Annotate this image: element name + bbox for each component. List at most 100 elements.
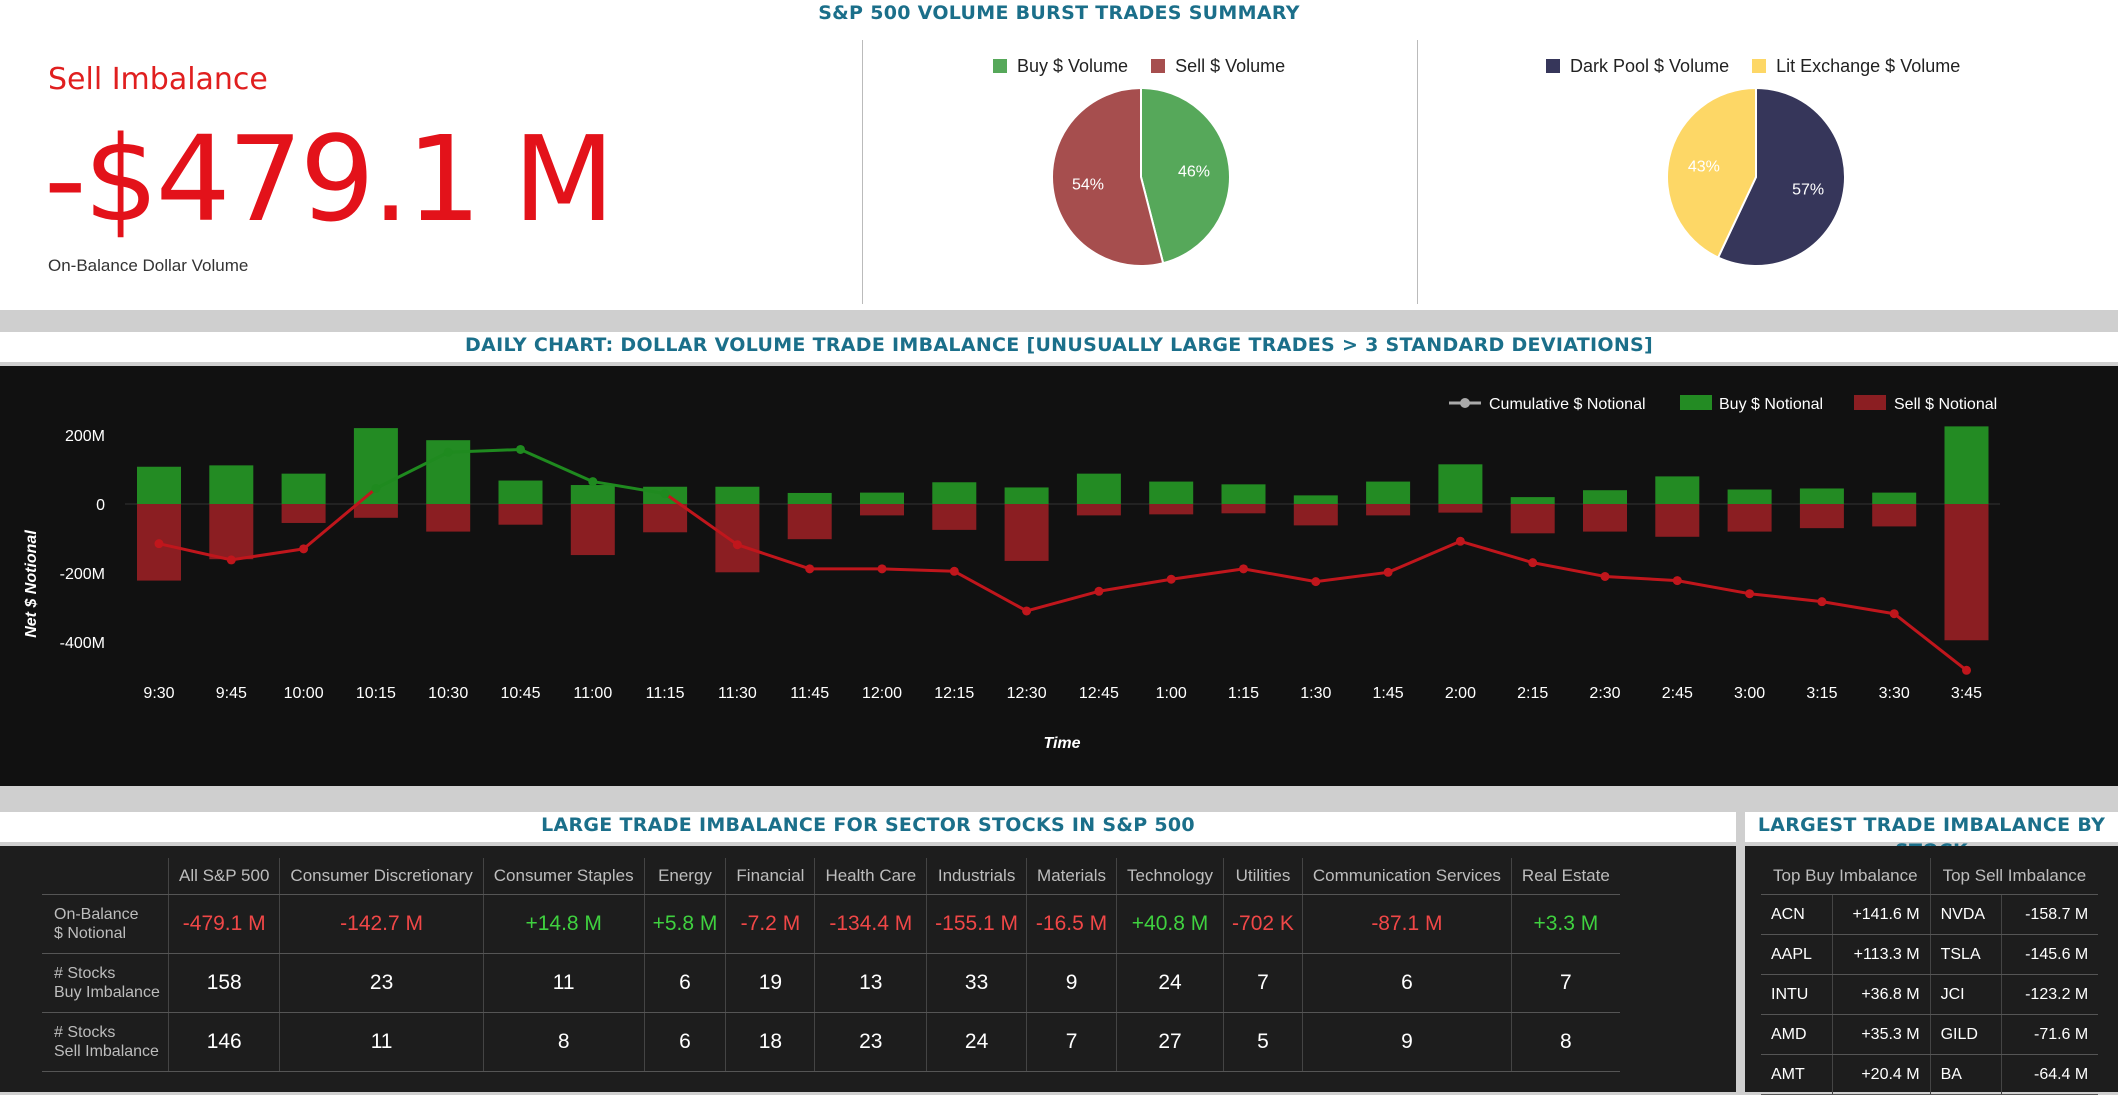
sell-bar[interactable] [715,504,760,573]
buy-bar[interactable] [1221,484,1266,504]
sell-bar[interactable] [932,504,977,530]
buy-bar[interactable] [1510,497,1555,504]
svg-text:Cumulative $ Notional: Cumulative $ Notional [1489,396,1646,413]
buy-bar[interactable] [498,480,543,504]
sell-bar[interactable] [1510,504,1555,534]
cumulative-point[interactable] [1817,597,1827,607]
buy-bar[interactable] [1004,487,1049,504]
sell-bar[interactable] [209,504,254,560]
cumulative-line-segment [1749,592,1823,604]
legend-item-dark-pool[interactable]: Dark Pool $ Volume [1546,56,1729,76]
cumulative-point[interactable] [1600,571,1610,581]
cumulative-point[interactable] [1383,567,1393,577]
sell-bar[interactable] [1293,504,1338,526]
legend-item-lit-exchange[interactable]: Lit Exchange $ Volume [1752,56,1960,76]
sell-bar[interactable] [426,504,471,532]
sell-bar[interactable] [1727,504,1772,532]
cumulative-point[interactable] [299,544,309,554]
y-tick-label: 200M [65,428,105,445]
buy-bar[interactable] [1655,476,1700,504]
table-row: # Stocks Sell Imbalance 146 11 8 6 18 23 24 7 27 5 9… [42,1012,1620,1072]
cumulative-point[interactable] [154,539,164,549]
cumulative-point[interactable] [371,483,381,493]
sell-bar[interactable] [1655,504,1700,537]
buy-bar[interactable] [137,466,181,504]
pie-slice[interactable] [1051,86,1165,267]
cumulative-point[interactable] [949,566,959,576]
legend-item-buy-notional[interactable]: Buy $ Notional [1680,395,1823,413]
sell-bar[interactable] [1149,504,1194,515]
legend-item-buy-volume[interactable]: Buy $ Volume [993,56,1128,76]
buy-bar[interactable] [1727,489,1772,504]
sell-bar[interactable] [570,504,615,556]
cumulative-point[interactable] [588,477,598,487]
sell-bar[interactable] [498,504,543,525]
sell-bar[interactable] [1799,504,1844,529]
stock-panel: Top Buy Imbalance Top Sell Imbalance ACN… [1745,846,2118,1095]
buy-bar[interactable] [1799,488,1844,504]
sell-bar[interactable] [1366,504,1411,516]
buy-bar[interactable] [860,492,904,504]
cumulative-line-segment [302,487,377,551]
cumulative-line-segment [1098,577,1172,593]
cumulative-point[interactable] [1239,564,1248,574]
buy-bar[interactable] [1366,481,1411,504]
buy-bar[interactable] [932,482,977,504]
table-cell: -87.1 M [1301,894,1512,954]
stock-table: Top Buy Imbalance Top Sell Imbalance ACN… [1761,858,2099,1095]
cumulative-point[interactable] [1166,574,1176,584]
buy-bar[interactable] [1583,490,1627,504]
sell-bar[interactable] [787,504,832,540]
cumulative-point[interactable] [1962,665,1971,675]
cumulative-point[interactable] [1022,606,1032,616]
buy-bar[interactable] [1944,426,1989,504]
sell-bar[interactable] [643,504,688,533]
cumulative-point[interactable] [1455,536,1465,546]
table-cell: 13 [814,953,927,1013]
buy-bar[interactable] [570,485,615,504]
cumulative-point[interactable] [660,489,670,499]
sell-bar[interactable] [1583,504,1627,532]
sell-bar[interactable] [1221,504,1266,514]
sell-bar[interactable] [1872,504,1917,527]
buy-bar[interactable] [1872,492,1917,504]
cumulative-point[interactable] [1094,586,1104,596]
cumulative-point[interactable] [805,564,815,574]
sell-bar[interactable] [353,504,398,518]
sell-bar[interactable] [860,504,904,516]
pie-slice[interactable] [1716,86,1846,267]
cumulative-point[interactable] [1311,577,1321,587]
buy-bar[interactable] [1293,495,1338,504]
pie-slice[interactable] [1140,86,1231,265]
sell-bar[interactable] [281,504,326,523]
pie-slice[interactable] [1666,86,1757,259]
sell-bar[interactable] [1438,504,1483,513]
cumulative-line-segment [1821,600,1895,616]
sector-header: Technology [1116,858,1224,895]
legend-item-cumulative[interactable]: Cumulative $ Notional [1449,396,1646,413]
cumulative-line-segment [592,480,666,496]
cumulative-point[interactable] [1745,589,1755,599]
buy-bar[interactable] [787,492,832,504]
cumulative-point[interactable] [1528,558,1538,568]
cumulative-point[interactable] [443,447,453,457]
cumulative-point[interactable] [226,555,236,565]
cumulative-point[interactable] [516,444,525,454]
buy-bar[interactable] [281,473,326,504]
buy-bar[interactable] [1076,473,1121,504]
cumulative-line-segment [1677,579,1750,596]
cumulative-point[interactable] [877,564,887,574]
buy-bar[interactable] [209,465,254,504]
sell-bar[interactable] [1076,504,1121,516]
buy-bar[interactable] [715,486,760,504]
cumulative-point[interactable] [732,540,742,550]
legend-item-sell-notional[interactable]: Sell $ Notional [1854,395,1997,413]
buy-sell-legend: Buy $ Volume Sell $ Volume [993,56,1303,77]
sell-bar[interactable] [1944,504,1989,641]
legend-item-sell-volume[interactable]: Sell $ Volume [1151,56,1285,76]
buy-bar[interactable] [1149,481,1194,504]
cumulative-point[interactable] [1889,609,1899,619]
sell-bar[interactable] [1004,504,1049,561]
cumulative-point[interactable] [1672,576,1682,586]
buy-bar[interactable] [1438,464,1483,504]
